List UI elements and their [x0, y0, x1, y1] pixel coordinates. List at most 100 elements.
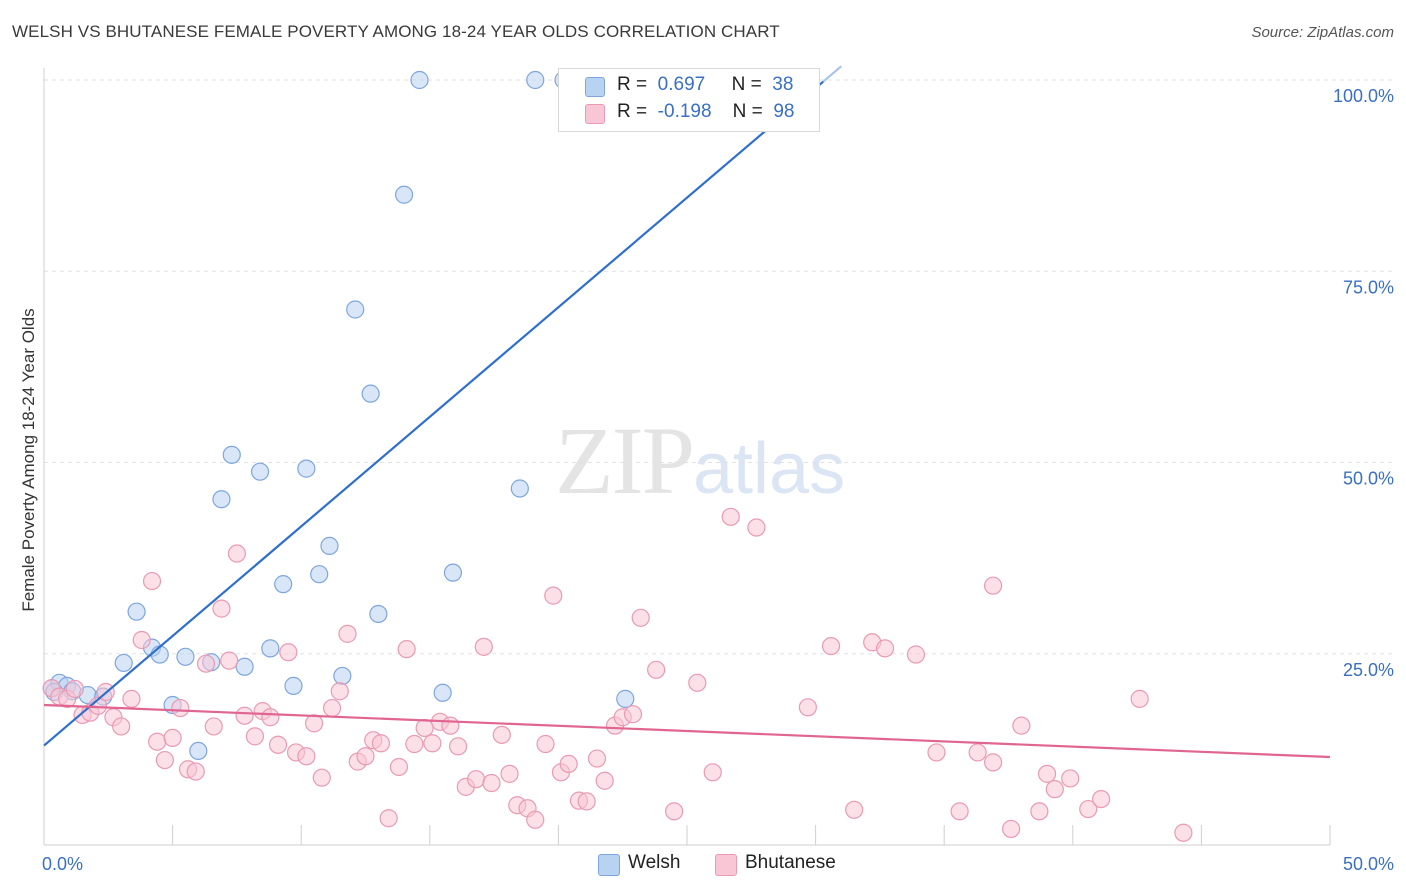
legend-welsh-n-value: 38	[772, 74, 794, 95]
bhutanese-point	[1030, 802, 1049, 821]
welsh-trend-line	[43, 80, 825, 747]
bhutanese-point	[122, 689, 141, 708]
bhutanese-point	[536, 734, 555, 754]
welsh-point	[616, 689, 635, 708]
bhutanese-point	[371, 734, 391, 753]
grid-lines	[44, 79, 1394, 655]
welsh-trend-extension	[822, 65, 843, 83]
bottom-bhutanese-swatch	[715, 854, 737, 876]
bhutanese-point	[268, 735, 288, 754]
bhutanese-point	[338, 624, 357, 643]
welsh-point	[333, 666, 352, 686]
bhutanese-point	[1045, 780, 1064, 799]
data-points	[42, 70, 1193, 842]
welsh-point	[127, 602, 146, 621]
bhutanese-point	[356, 747, 375, 766]
bhutanese-point	[389, 757, 409, 777]
legend-bhutanese-n-value: 98	[773, 101, 795, 122]
welsh-point	[443, 563, 463, 582]
bhutanese-point	[405, 734, 424, 754]
legend-welsh-n-label: N =	[731, 74, 762, 95]
welsh-point	[361, 384, 380, 403]
welsh-point	[235, 657, 254, 676]
bhutanese-point	[595, 771, 614, 790]
bhutanese-point	[186, 762, 205, 781]
welsh-point	[189, 741, 208, 761]
bhutanese-point	[1001, 819, 1021, 839]
bhutanese-point	[322, 698, 342, 718]
bhutanese-point	[204, 717, 223, 736]
welsh-point	[284, 676, 303, 695]
bhutanese-point	[220, 651, 239, 670]
bhutanese-point	[148, 732, 167, 751]
legend-bhutanese-r-value: -0.198	[657, 101, 712, 122]
bhutanese-point	[474, 637, 493, 656]
bhutanese-point	[983, 576, 1003, 595]
watermark: ZIPatlas	[555, 405, 845, 516]
x-tick-label: 0.0%	[42, 854, 83, 874]
bhutanese-point	[196, 654, 216, 673]
welsh-point	[433, 683, 452, 702]
bhutanese-point	[112, 717, 131, 736]
watermark-atlas: atlas	[693, 429, 846, 509]
bhutanese-point	[466, 770, 486, 789]
y-axis-label-wrap: Female Poverty Among 18-24 Year Olds	[14, 90, 44, 830]
bhutanese-point	[132, 630, 151, 650]
bhutanese-point	[441, 716, 460, 735]
axes	[43, 68, 1331, 846]
bhutanese-point	[631, 608, 650, 627]
bhutanese-point	[559, 754, 578, 774]
bhutanese-point	[155, 750, 174, 770]
bottom-welsh-label: Welsh	[628, 852, 681, 873]
watermark-zip: ZIP	[555, 407, 695, 514]
bhutanese-point	[235, 706, 254, 725]
bhutanese-point	[798, 698, 817, 717]
bhutanese-point	[665, 802, 684, 821]
bhutanese-point	[950, 802, 969, 821]
bhutanese-point	[1037, 764, 1057, 783]
bhutanese-point	[492, 725, 511, 744]
bhutanese-point	[227, 544, 246, 563]
y-tick-label: 50.0%	[1343, 469, 1394, 489]
bhutanese-point	[688, 673, 707, 692]
bhutanese-point	[65, 679, 84, 699]
bhutanese-point	[927, 743, 946, 762]
welsh-point	[176, 647, 195, 666]
welsh-point	[410, 70, 429, 90]
bhutanese-point	[423, 734, 442, 753]
bhutanese-point	[623, 705, 643, 724]
bhutanese-point	[1061, 769, 1080, 788]
welsh-point	[222, 445, 241, 464]
legend-bhutanese-text: R = -0.198 N = 98	[617, 101, 794, 123]
bhutanese-point	[983, 753, 1003, 772]
welsh-point	[526, 70, 545, 90]
bhutanese-point	[330, 682, 349, 701]
bhutanese-point	[171, 698, 190, 718]
legend-welsh-r-label: R =	[617, 74, 648, 95]
bottom-bhutanese-label: Bhutanese	[745, 852, 836, 873]
y-tick-label: 75.0%	[1343, 277, 1394, 297]
chart-source: Source: ZipAtlas.com	[1251, 24, 1394, 41]
bhutanese-point	[1174, 823, 1193, 842]
welsh-point	[114, 653, 133, 673]
bhutanese-point	[703, 763, 722, 782]
correlation-legend: R = 0.697 N = 38 R = -0.198 N = 98	[558, 68, 820, 132]
bhutanese-point	[577, 792, 596, 811]
bhutanese-point	[482, 773, 501, 793]
bhutanese-point	[245, 727, 265, 746]
bhutanese-point	[379, 809, 398, 828]
bhutanese-point	[968, 743, 987, 762]
bhutanese-point	[906, 645, 926, 664]
legend-welsh-r-value: 0.697	[657, 74, 706, 95]
welsh-point	[394, 185, 414, 204]
welsh-point	[310, 565, 329, 584]
bhutanese-point	[1091, 789, 1111, 809]
welsh-point	[261, 639, 280, 658]
bhutanese-point	[544, 586, 563, 605]
bhutanese-point	[312, 768, 331, 787]
bhutanese-point	[587, 749, 607, 768]
welsh-point	[150, 645, 169, 664]
bhutanese-point	[212, 599, 231, 618]
welsh-point	[346, 300, 365, 319]
